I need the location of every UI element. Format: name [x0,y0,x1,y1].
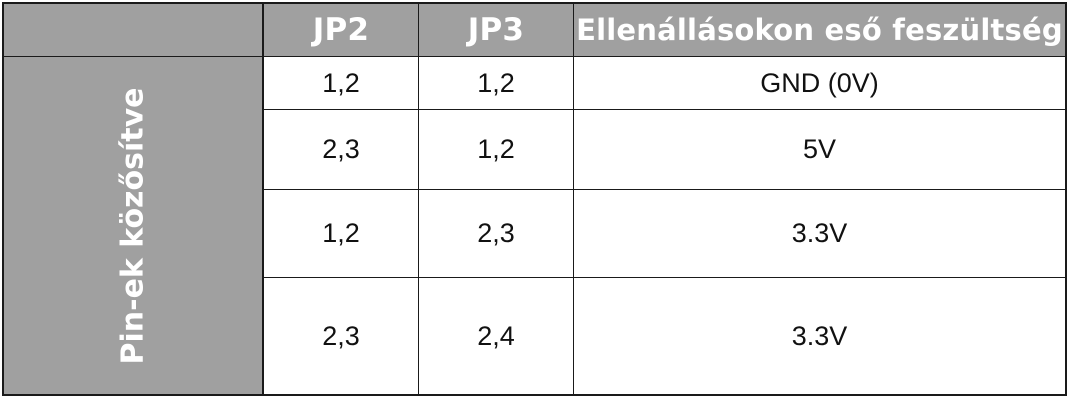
row-2-jp3-cell: 1,2 [419,110,574,190]
row-4-jp2-cell: 2,3 [264,278,419,394]
row-1-jp3-cell: 1,2 [419,57,574,110]
row-4-voltage-cell: 3.3V [574,278,1065,394]
row-2-jp2-cell: 2,3 [264,110,419,190]
row-3-jp2-cell: 1,2 [264,190,419,278]
row-1-voltage-cell: GND (0V) [574,57,1065,110]
row-group-header: Pin-ek közősítve [4,57,264,394]
row-group-label: Pin-ek közősítve [115,86,151,365]
header-voltage: Ellenállásokon eső feszültség [574,4,1065,57]
row-4-jp3-cell: 2,4 [419,278,574,394]
row-3-voltage-cell: 3.3V [574,190,1065,278]
header-jp3: JP3 [419,4,574,57]
row-3-jp3-cell: 2,3 [419,190,574,278]
row-2-voltage-cell: 5V [574,110,1065,190]
header-jp2: JP2 [264,4,419,57]
header-corner-cell [4,4,264,57]
row-1-jp2-cell: 1,2 [264,57,419,110]
jumper-voltage-table: JP2 JP3 Ellenállásokon eső feszültség Pi… [2,2,1067,396]
